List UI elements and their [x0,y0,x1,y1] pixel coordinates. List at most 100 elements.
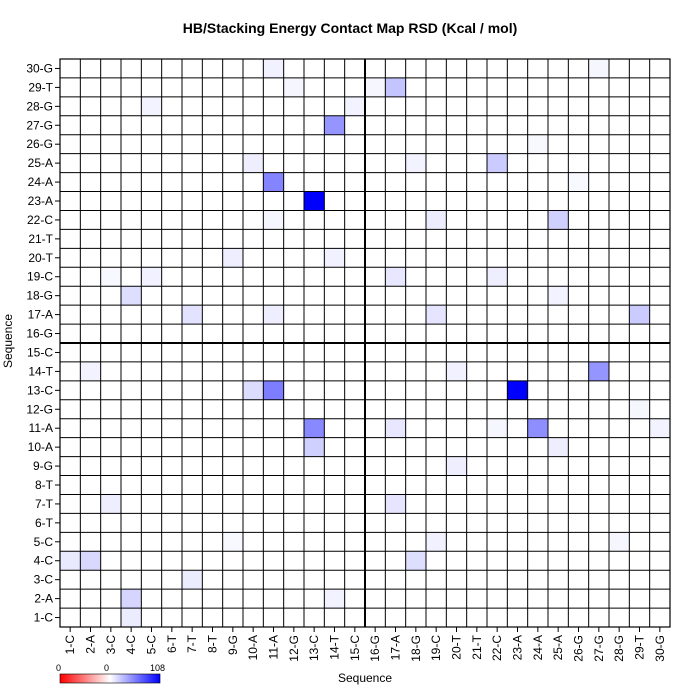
y-tick-label: 1-C [34,611,54,625]
y-axis-label: Sequence [1,313,15,369]
y-tick-label: 2-A [34,592,53,606]
x-tick-label: 9-G [226,635,240,655]
heatmap-cell [141,96,162,116]
x-tick-label: 22-C [490,635,504,661]
heatmap-cell [426,210,447,230]
heatmap-cell [182,305,203,325]
x-tick-label: 16-G [368,635,382,662]
x-tick-label: 26-G [572,635,586,662]
heatmap-cell [121,589,142,609]
x-tick-label: 8-T [206,634,220,653]
heatmap-cell [80,361,101,381]
heatmap-cell [588,361,609,381]
y-tick-label: 30-G [26,61,53,75]
heatmap-cell [588,59,609,78]
heatmap-cell [100,494,121,514]
x-tick-label: 13-C [307,635,321,661]
y-tick-label: 26-G [26,137,53,151]
x-tick-label: 1-C [63,635,77,655]
heatmap-cell [182,570,203,590]
x-tick-label: 17-A [389,635,403,660]
heatmap-cell [243,153,264,173]
x-tick-label: 23-A [511,635,525,660]
x-tick-label: 12-G [287,635,301,662]
y-tick-label: 10-A [28,440,53,454]
heatmap-cell [222,532,243,552]
heatmap-cell [426,532,447,552]
y-tick-label: 14-T [28,364,53,378]
x-tick-label: 19-C [429,635,443,661]
x-tick-label: 10-A [246,635,260,660]
heatmap-cell [263,305,284,325]
y-tick-label: 13-C [27,383,53,397]
x-tick-label: 11-A [267,635,281,659]
x-tick-labels: 1-C 2-A 3-C 4-C 5-C 6-T 7-T 8-T 9-G 10-A 11-A 12-G 1… [63,627,667,662]
y-tick-label: 12-G [26,402,53,416]
heatmap-cell [629,305,650,325]
heatmap-cell [426,305,447,325]
y-tick-label: 22-C [27,213,53,227]
heatmap-cell [304,437,325,457]
heatmap-grid [59,58,671,628]
y-tick-label: 28-G [26,99,53,113]
x-tick-label: 20-T [450,634,464,659]
heatmap-cell [629,399,650,419]
heatmap-cell [263,210,284,230]
y-tick-label: 23-A [28,194,53,208]
y-tick-labels: 1-C 2-A 3-C 4-C 5-C 6-T 7-T 8-T 9-G 10-A 11-A 12-G 1… [26,61,60,625]
heatmap-cell [405,551,426,571]
y-tick-label: 3-C [34,573,54,587]
heatmap-cell [487,267,508,287]
x-tick-label: 28-G [612,635,626,662]
y-tick-label: 18-G [26,289,53,303]
heatmap-cell [568,172,589,192]
heatmap-cell [446,361,467,381]
heatmap-cell [548,437,569,457]
x-tick-label: 27-G [592,635,606,662]
heatmap-cells [60,59,670,627]
heatmap-cell [548,286,569,306]
heatmap-cell [243,380,264,400]
heatmap-cell [324,248,345,268]
legend-max-label: 108 [150,663,166,673]
x-tick-label: 24-A [531,635,545,660]
y-tick-label: 20-T [28,251,53,265]
x-tick-label: 3-C [104,635,118,655]
heatmap-cell [507,380,528,400]
heatmap-cell [385,77,406,97]
heatmap-cell [365,77,386,97]
x-tick-label: 2-A [84,635,98,654]
y-tick-label: 29-T [28,80,53,94]
heatmap-cell [527,418,548,438]
heatmap-cell [100,267,121,287]
heatmap-cell [385,418,406,438]
heatmap-cell [263,59,284,78]
heatmap-cell [60,551,81,571]
x-axis-label: Sequence [337,671,393,685]
x-tick-label: 21-T [470,634,484,659]
y-tick-label: 16-G [26,327,53,341]
heatmap-cell [141,267,162,287]
heatmap-cell [405,153,426,173]
x-tick-label: 15-C [348,635,362,661]
x-tick-label: 29-T [633,634,647,659]
heatmap-cell [344,96,365,116]
x-tick-label: 5-C [145,635,159,655]
heatmap-cell [263,172,284,192]
y-tick-label: 8-T [35,478,54,492]
heatmap-cell [121,286,142,306]
y-tick-label: 5-C [34,535,54,549]
heatmap-cell [527,134,548,154]
x-tick-label: 7-T [185,634,199,653]
heatmap-cell [649,418,670,438]
y-tick-label: 7-T [35,497,54,511]
legend-mid-label: 0 [104,663,110,673]
heatmap-cell [304,191,325,211]
y-tick-label: 11-A [29,421,53,435]
heatmap-cell [324,589,345,609]
heatmap-cell [263,380,284,400]
y-tick-label: 4-C [34,554,54,568]
legend-min-label: 0 [56,663,62,673]
heatmap-cell [222,248,243,268]
